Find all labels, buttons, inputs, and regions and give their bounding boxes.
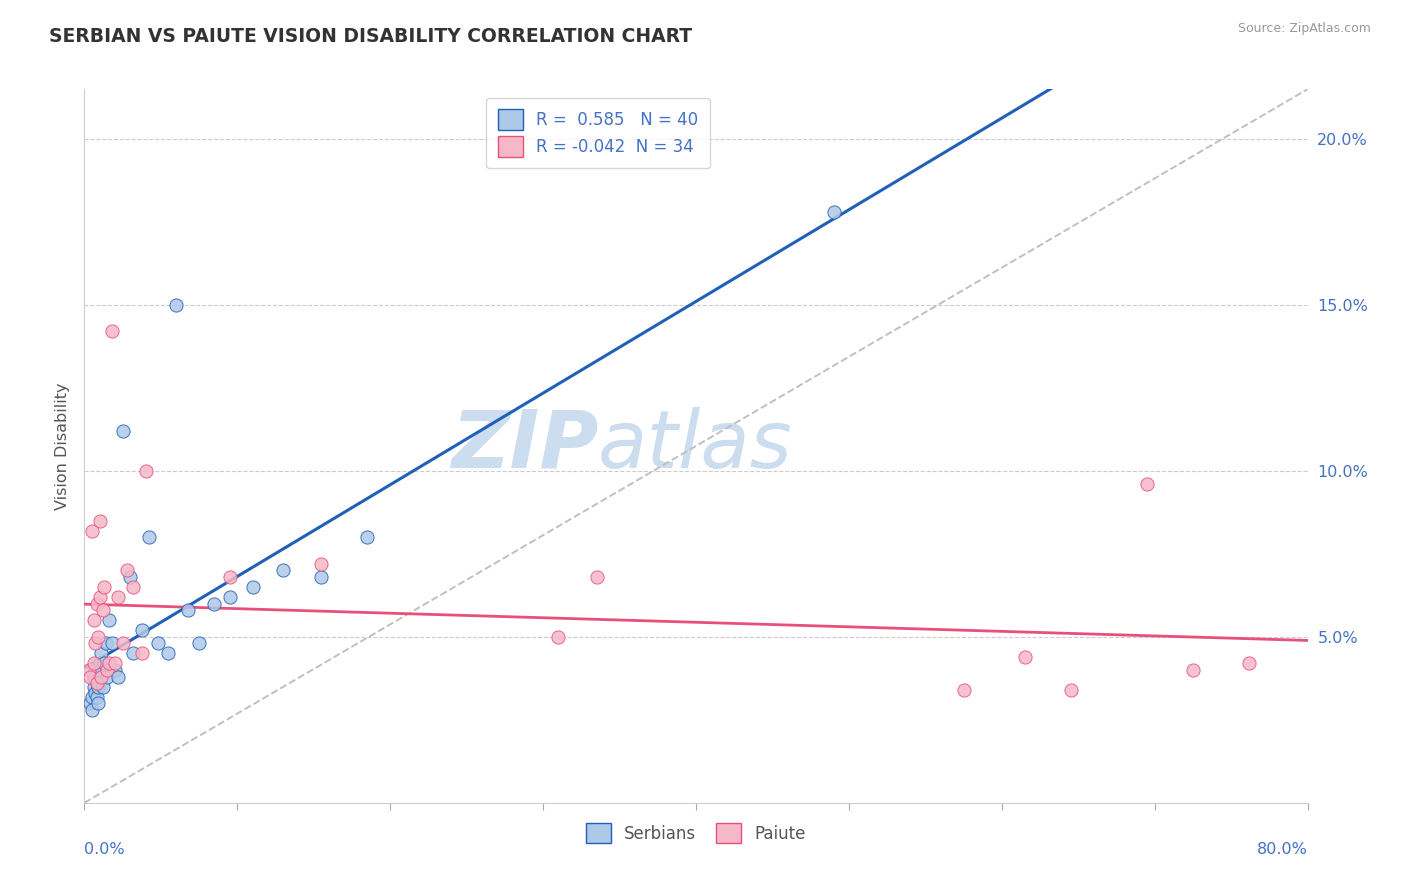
Point	[157, 647, 180, 661]
Point	[952, 682, 974, 697]
Point	[585, 570, 607, 584]
Point	[101, 636, 124, 650]
Point	[80, 690, 103, 704]
Point	[91, 603, 114, 617]
Point	[131, 647, 153, 661]
Point	[83, 670, 105, 684]
Point	[135, 464, 157, 478]
Point	[202, 597, 225, 611]
Point	[122, 647, 145, 661]
Point	[218, 590, 240, 604]
Point	[79, 696, 101, 710]
Legend: Serbians, Paiute: Serbians, Paiute	[578, 814, 814, 852]
Point	[101, 325, 124, 339]
Point	[356, 530, 378, 544]
Point	[84, 663, 107, 677]
Point	[131, 624, 153, 638]
Point	[83, 613, 105, 627]
Point	[83, 657, 105, 671]
Point	[94, 636, 117, 650]
Point	[107, 670, 129, 684]
Point	[271, 564, 294, 578]
Point	[311, 557, 333, 571]
Point	[90, 647, 112, 661]
Text: SERBIAN VS PAIUTE VISION DISABILITY CORRELATION CHART: SERBIAN VS PAIUTE VISION DISABILITY CORR…	[49, 27, 692, 45]
Y-axis label: Vision Disability: Vision Disability	[55, 383, 70, 509]
Point	[89, 514, 111, 528]
Point	[120, 570, 142, 584]
Point	[1014, 649, 1036, 664]
Point	[89, 657, 111, 671]
Point	[87, 630, 110, 644]
Point	[97, 613, 120, 627]
Point	[84, 686, 107, 700]
Point	[547, 630, 569, 644]
Point	[84, 636, 107, 650]
Point	[77, 663, 100, 677]
Point	[218, 570, 240, 584]
Point	[165, 298, 187, 312]
Point	[86, 676, 108, 690]
Point	[80, 524, 103, 538]
Point	[87, 696, 110, 710]
Point	[146, 636, 169, 650]
Point	[122, 580, 145, 594]
Text: 80.0%: 80.0%	[1257, 842, 1308, 856]
Point	[89, 670, 111, 684]
Point	[823, 205, 845, 219]
Point	[177, 603, 200, 617]
Point	[93, 580, 115, 594]
Point	[104, 663, 127, 677]
Point	[311, 570, 333, 584]
Point	[89, 590, 111, 604]
Point	[111, 424, 134, 438]
Point	[86, 676, 108, 690]
Text: 0.0%: 0.0%	[84, 842, 125, 856]
Point	[188, 636, 211, 650]
Text: ZIP: ZIP	[451, 407, 598, 485]
Point	[115, 564, 138, 578]
Point	[107, 590, 129, 604]
Text: atlas: atlas	[598, 407, 793, 485]
Point	[91, 680, 114, 694]
Point	[86, 690, 108, 704]
Point	[80, 703, 103, 717]
Point	[86, 597, 108, 611]
Point	[1239, 657, 1261, 671]
Point	[97, 657, 120, 671]
Point	[1181, 663, 1204, 677]
Point	[87, 680, 110, 694]
Text: Source: ZipAtlas.com: Source: ZipAtlas.com	[1237, 22, 1371, 36]
Point	[90, 663, 112, 677]
Point	[90, 670, 112, 684]
Point	[1136, 477, 1159, 491]
Point	[83, 680, 105, 694]
Point	[138, 530, 160, 544]
Point	[104, 657, 127, 671]
Point	[96, 663, 118, 677]
Point	[1059, 682, 1081, 697]
Point	[242, 580, 264, 594]
Point	[93, 657, 115, 671]
Point	[111, 636, 134, 650]
Point	[96, 670, 118, 684]
Point	[79, 670, 101, 684]
